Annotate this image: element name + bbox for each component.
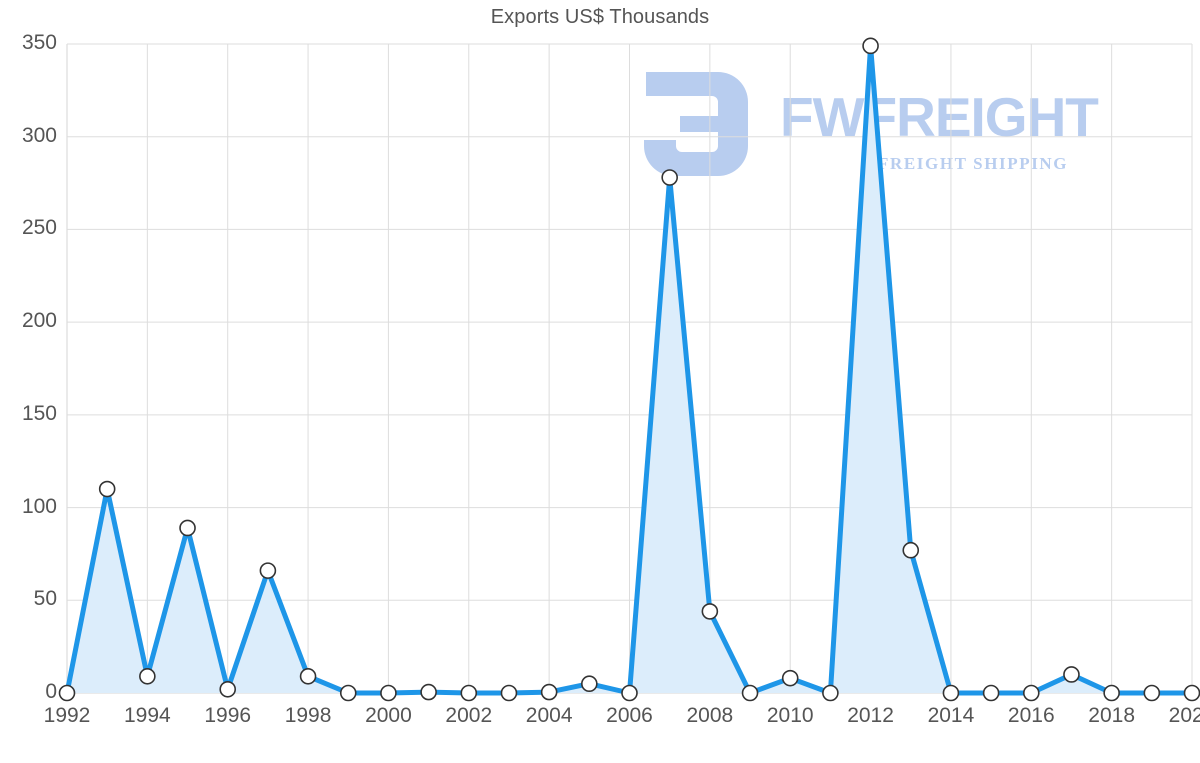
data-point-marker[interactable] <box>862 37 879 55</box>
x-axis-tick-label: 2020 <box>1168 704 1200 727</box>
x-axis-tick-label: 2004 <box>525 704 573 727</box>
x-axis-tick-label: 1994 <box>123 704 171 727</box>
y-axis-tick-label: 350 <box>21 31 57 54</box>
data-point-marker[interactable] <box>781 669 799 687</box>
data-point-marker[interactable] <box>380 684 397 702</box>
data-point-marker[interactable] <box>741 684 759 702</box>
data-point-marker[interactable] <box>942 684 960 702</box>
data-point-marker[interactable] <box>58 684 76 702</box>
data-point-marker[interactable] <box>299 668 317 685</box>
data-point-marker[interactable] <box>500 684 518 702</box>
x-axis-tick-label: 1998 <box>284 704 332 727</box>
data-point-marker[interactable] <box>982 684 1000 702</box>
data-point-marker[interactable] <box>98 480 116 498</box>
data-point-marker[interactable] <box>219 680 237 698</box>
data-point-marker[interactable] <box>701 603 719 620</box>
data-point-marker[interactable] <box>902 541 920 559</box>
y-axis-tick-label: 300 <box>21 123 57 147</box>
chart-title: Exports US$ Thousands <box>490 6 710 28</box>
y-axis-tick-label: 50 <box>33 587 57 611</box>
x-axis-tick-label: 1996 <box>204 704 252 727</box>
y-axis-tick-label: 150 <box>21 401 57 425</box>
data-point-marker[interactable] <box>1063 666 1080 683</box>
x-axis-tick-label: 2000 <box>365 704 412 727</box>
series-area-fill <box>67 45 1192 694</box>
y-axis-tick-label: 200 <box>21 309 57 333</box>
x-axis-tick-label: 2002 <box>445 704 493 727</box>
x-axis-tick-label: 2010 <box>766 704 814 727</box>
data-point-marker[interactable] <box>1143 684 1161 702</box>
data-point-marker[interactable] <box>1183 684 1200 702</box>
data-point-marker[interactable] <box>139 668 156 685</box>
data-point-marker[interactable] <box>339 684 357 702</box>
data-point-marker[interactable] <box>1103 684 1120 702</box>
data-point-marker[interactable] <box>581 675 598 693</box>
x-axis-tick-label: 2006 <box>606 704 653 727</box>
y-axis-tick-label: 0 <box>45 680 57 703</box>
x-axis-tick-label: 2018 <box>1088 704 1135 727</box>
data-point-marker[interactable] <box>822 684 839 702</box>
y-axis-tick-label: 250 <box>21 216 57 240</box>
data-point-marker[interactable] <box>661 169 678 186</box>
x-axis-tick-label: 1992 <box>43 704 91 727</box>
data-point-marker[interactable] <box>179 519 196 537</box>
data-point-marker[interactable] <box>540 683 558 701</box>
data-point-marker[interactable] <box>460 684 478 702</box>
grid-lines <box>66 43 1193 694</box>
data-point-marker[interactable] <box>420 683 437 701</box>
data-point-marker[interactable] <box>1022 684 1040 702</box>
x-axis-tick-label: 2014 <box>927 704 975 727</box>
x-axis-tick-label: 2012 <box>847 704 894 727</box>
x-axis-tick-label: 2016 <box>1007 704 1055 727</box>
y-axis-tick-label: 100 <box>21 494 57 518</box>
data-point-marker[interactable] <box>259 562 277 579</box>
x-axis-tick-label: 2008 <box>686 704 734 727</box>
data-point-marker[interactable] <box>621 684 638 702</box>
